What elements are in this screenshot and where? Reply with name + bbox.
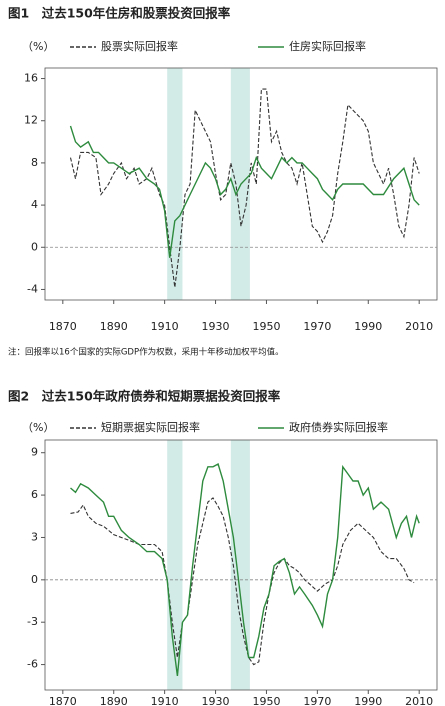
y-tick-label: -3 — [27, 615, 38, 628]
y-axis-label: （%） — [22, 421, 54, 434]
legend-label: 政府债券实际回报率 — [289, 420, 388, 434]
x-tick-label: 1870 — [49, 320, 77, 333]
x-tick-label: 1890 — [100, 695, 128, 706]
series-line — [69, 88, 420, 288]
legend-label: 短期票据实际回报率 — [101, 420, 200, 434]
series-line — [70, 462, 420, 676]
y-tick-label: -4 — [27, 282, 38, 295]
x-tick-label: 1970 — [303, 695, 331, 706]
x-tick-label: 1950 — [252, 320, 280, 333]
chart-title: 图2 过去150年政府债券和短期票据投资回报率 — [8, 389, 281, 404]
plot-frame — [44, 439, 438, 691]
y-tick-label: 3 — [31, 530, 38, 543]
x-tick-label: 1970 — [303, 320, 331, 333]
legend-label: 住房实际回报率 — [289, 39, 366, 53]
chart-title: 图1 过去150年住房和股票投资回报率 — [8, 6, 231, 21]
x-tick-label: 1910 — [151, 320, 179, 333]
y-tick-label: 12 — [24, 114, 38, 127]
shaded-band — [167, 68, 183, 300]
y-tick-label: 16 — [24, 72, 38, 85]
y-tick-label: 0 — [31, 573, 38, 586]
x-tick-label: 1930 — [202, 320, 230, 333]
y-tick-label: 6 — [31, 488, 38, 501]
x-tick-label: 1930 — [202, 695, 230, 706]
x-tick-label: 1950 — [252, 695, 280, 706]
x-tick-label: 1890 — [100, 320, 128, 333]
y-tick-label: 4 — [31, 198, 38, 211]
y-tick-label: 0 — [31, 240, 38, 253]
series-line — [69, 125, 420, 258]
x-tick-label: 1910 — [151, 695, 179, 706]
plot-frame — [44, 67, 438, 301]
y-tick-label: 9 — [31, 446, 38, 459]
shaded-band — [230, 440, 250, 690]
series-line — [70, 497, 415, 666]
x-tick-label: 2010 — [405, 695, 433, 706]
x-tick-label: 1990 — [354, 320, 382, 333]
x-tick-label: 1990 — [354, 695, 382, 706]
legend-label: 股票实际回报率 — [101, 39, 178, 53]
x-tick-label: 2010 — [405, 320, 433, 333]
y-tick-label: 8 — [31, 156, 38, 169]
x-tick-label: 1870 — [49, 695, 77, 706]
y-axis-label: （%） — [22, 40, 54, 53]
y-tick-label: -6 — [27, 658, 38, 671]
note: 注：回报率以16个国家的实际GDP作为权数，采用十年移动加权平均值。 — [8, 347, 284, 358]
